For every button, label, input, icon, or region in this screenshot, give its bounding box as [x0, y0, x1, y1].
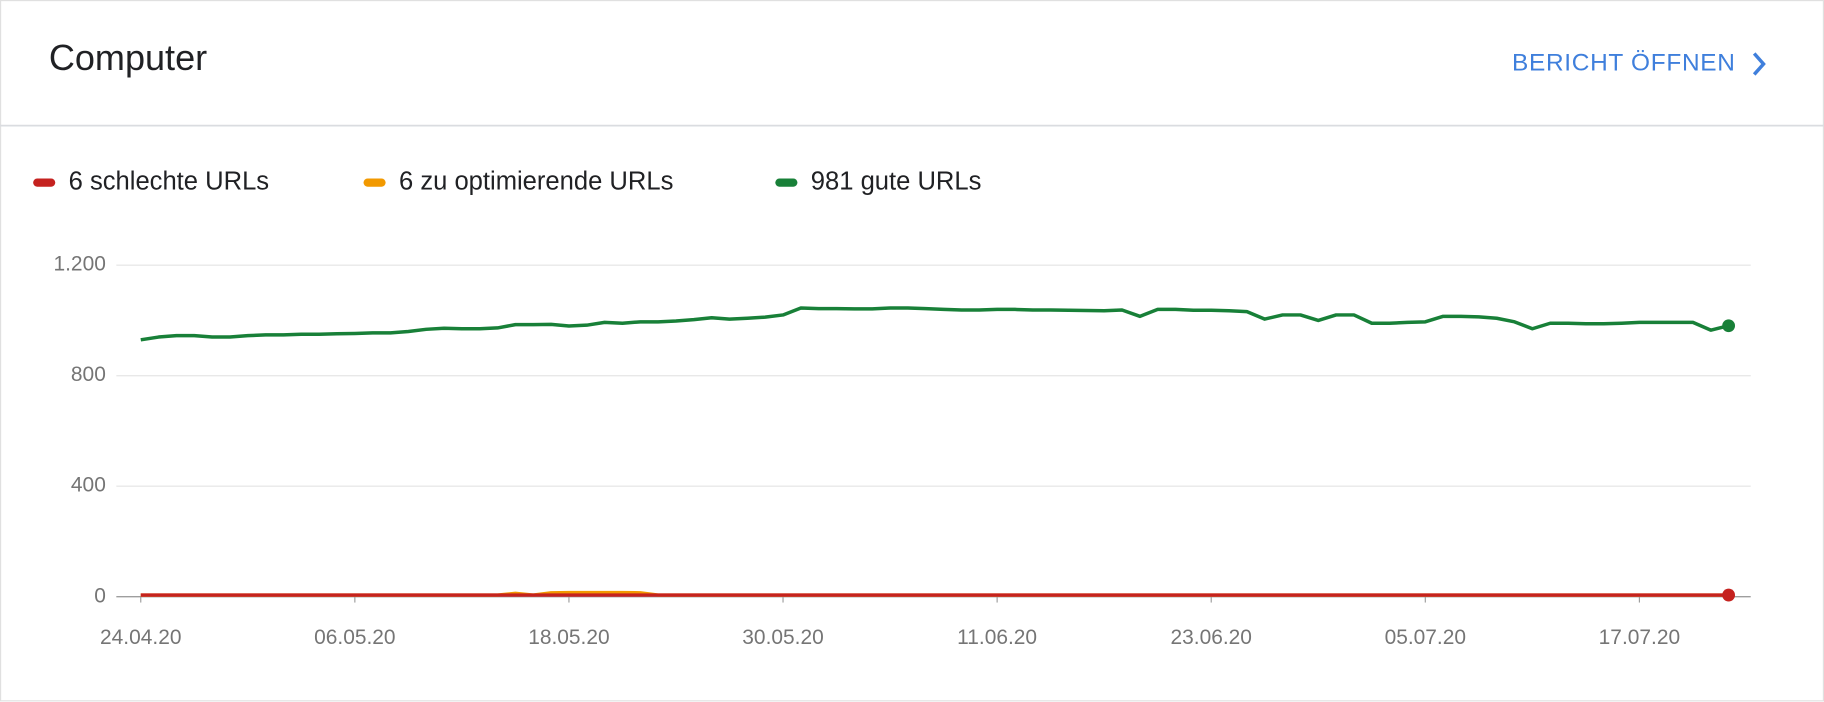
legend-label: 6 zu optimierende URLs	[399, 167, 673, 195]
x-tick-label: 11.06.20	[957, 626, 1037, 649]
chevron-icon[interactable]	[1752, 52, 1766, 76]
y-tick-label: 0	[94, 584, 106, 607]
y-tick-label: 1.200	[53, 253, 105, 276]
x-tick-label: 06.05.20	[314, 626, 395, 649]
last-point	[1722, 319, 1736, 333]
series-line	[140, 306, 1730, 342]
legend-label: 6 schlechte URLs	[69, 167, 269, 195]
x-tick-label: 30.05.20	[742, 626, 823, 649]
x-tick-label: 05.07.20	[1385, 626, 1466, 649]
y-tick-label: 800	[71, 363, 106, 386]
x-tick-label: 23.06.20	[1170, 626, 1251, 649]
x-tick-label: 24.04.20	[100, 626, 181, 649]
link-text[interactable]: BERICHT ÖFFNEN	[1512, 49, 1736, 76]
legend-label: 981 gute URLs	[811, 167, 982, 195]
x-tick-label: 17.07.20	[1599, 626, 1680, 649]
open-report-link[interactable]: BERICHT ÖFFNEN	[1512, 49, 1766, 76]
x-tick-label: 18.05.20	[528, 626, 609, 649]
last-point	[1722, 588, 1736, 602]
y-tick-label: 400	[71, 474, 106, 497]
card-title: Computer	[49, 37, 207, 78]
